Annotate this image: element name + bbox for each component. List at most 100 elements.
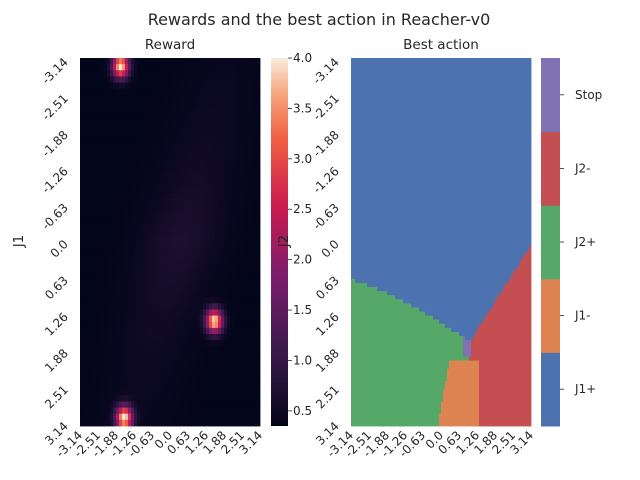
reward-cell — [158, 223, 162, 231]
reward-cell — [224, 321, 228, 329]
reward-cell — [128, 58, 132, 65]
reward-cell — [164, 242, 168, 249]
reward-cell — [227, 389, 231, 396]
reward-cell — [239, 223, 243, 231]
reward-cell — [242, 64, 246, 71]
reward-cell — [161, 58, 165, 65]
action-cell — [355, 74, 358, 79]
reward-cell — [182, 309, 186, 316]
reward-cell — [98, 364, 102, 372]
reward-cell — [137, 242, 141, 249]
action-cell — [455, 102, 458, 108]
reward-cell — [89, 419, 93, 427]
reward-cell — [197, 358, 201, 366]
action-cell — [369, 70, 372, 75]
reward-cell — [113, 113, 117, 120]
reward-cell — [161, 315, 165, 323]
reward-cell — [89, 248, 93, 255]
reward-cell — [227, 266, 231, 274]
action-cell — [507, 82, 510, 88]
reward-cell — [164, 76, 168, 83]
action-cell — [421, 74, 424, 79]
reward-cell — [125, 223, 129, 231]
reward-cell — [131, 64, 135, 71]
reward-cell — [221, 303, 225, 310]
action-cell — [475, 115, 478, 120]
reward-cell — [173, 94, 177, 102]
reward-cell — [134, 156, 138, 163]
reward-cell — [227, 352, 231, 359]
reward-cell — [125, 168, 129, 175]
action-cell — [429, 74, 432, 79]
reward-cell — [155, 192, 159, 200]
reward-cell — [203, 107, 207, 114]
action-cell — [469, 58, 472, 63]
reward-cell — [116, 358, 120, 366]
reward-cell — [152, 131, 156, 139]
reward-cell — [143, 150, 147, 157]
reward-cell — [149, 229, 153, 237]
reward-cell — [140, 174, 144, 182]
reward-cell — [170, 383, 174, 390]
action-cell — [421, 90, 424, 96]
reward-cell — [218, 192, 222, 200]
action-cell — [461, 86, 464, 92]
reward-cell — [179, 419, 183, 427]
action-cell — [407, 62, 410, 67]
action-cell — [443, 94, 446, 100]
reward-cell — [140, 364, 144, 372]
action-cell — [389, 111, 392, 116]
reward-cell — [146, 76, 150, 83]
reward-cell — [209, 143, 213, 151]
reward-cell — [125, 100, 129, 108]
reward-cell — [245, 389, 249, 396]
reward-cell — [173, 376, 177, 384]
reward-cell — [221, 248, 225, 255]
action-cell — [367, 58, 370, 63]
reward-cell — [113, 315, 117, 323]
reward-cell — [248, 229, 252, 237]
action-cell — [429, 98, 432, 104]
action-cell — [373, 66, 376, 71]
reward-cell — [245, 199, 249, 206]
reward-cell — [80, 419, 84, 427]
action-cell — [483, 82, 486, 88]
reward-cell — [209, 150, 213, 157]
reward-cell — [140, 107, 144, 114]
action-cell — [407, 115, 410, 120]
reward-cell — [155, 174, 159, 182]
reward-cell — [146, 383, 150, 390]
reward-cell — [257, 180, 261, 188]
reward-cell — [212, 162, 216, 169]
action-cell — [479, 58, 482, 63]
reward-cell — [146, 340, 150, 347]
action-cell — [441, 70, 444, 75]
reward-cell — [92, 76, 96, 83]
reward-cell — [227, 156, 231, 163]
reward-cell — [248, 211, 252, 218]
reward-cell — [155, 205, 159, 212]
reward-cell — [176, 64, 180, 71]
action-cell — [457, 94, 460, 100]
action-cell — [451, 107, 454, 112]
reward-cell — [119, 58, 123, 65]
reward-cell — [230, 291, 234, 298]
reward-cell — [188, 58, 192, 65]
reward-cell — [89, 119, 93, 126]
action-cell — [391, 102, 394, 108]
reward-cell — [239, 235, 243, 243]
action-cell — [413, 62, 416, 67]
reward-cell — [236, 229, 240, 237]
reward-cell — [152, 199, 156, 206]
reward-cell — [212, 346, 216, 353]
reward-cell — [128, 297, 132, 304]
reward-cell — [140, 229, 144, 237]
reward-cell — [92, 174, 96, 182]
action-cell — [499, 66, 502, 71]
reward-cell — [254, 205, 258, 212]
reward-cell — [95, 162, 99, 169]
action-cell — [423, 74, 426, 79]
reward-cell — [182, 174, 186, 182]
action-cell — [413, 58, 416, 63]
action-cell — [355, 90, 358, 96]
